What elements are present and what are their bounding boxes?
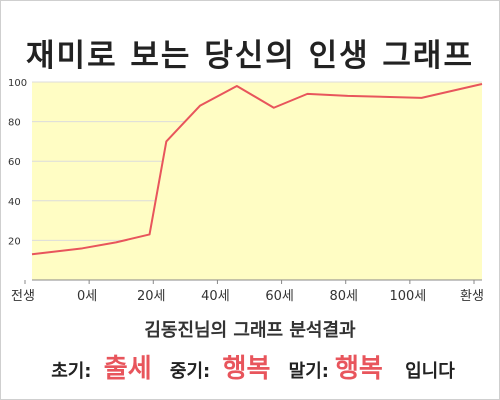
y-tick-label: 100 <box>8 78 27 89</box>
x-tick-label: 60세 <box>265 289 294 304</box>
result-summary: 초기: 출세 중기: 행복 말기: 행복 입니다 <box>0 348 500 385</box>
life-area-fill <box>32 83 482 280</box>
chart-subtitle: 김동진님의 그래프 분석결과 <box>144 320 356 341</box>
early-value: 출세 <box>103 354 152 384</box>
y-tick-label: 80 <box>8 118 21 129</box>
chart-title: 재미로 보는 당신의 인생 그래프 <box>26 38 474 74</box>
life-graph-chart: 20 40 60 80 100 전생 0세 20세 40세 60세 80세 100세 환생 <box>8 78 484 304</box>
life-line-series <box>31 83 483 256</box>
y-tick-label: 60 <box>8 157 21 168</box>
y-axis-ticks: 20 40 60 80 100 <box>8 78 27 247</box>
x-tick-label: 0세 <box>77 289 97 304</box>
y-tick-label: 20 <box>8 236 21 247</box>
x-tick-label: 100세 <box>389 289 426 304</box>
late-label: 말기: <box>288 361 329 382</box>
mid-value: 행복 <box>222 354 271 384</box>
x-tick-label: 전생 <box>11 289 35 304</box>
x-tick-label: 40세 <box>201 289 230 304</box>
x-tick-label: 환생 <box>460 289 484 304</box>
mid-label: 중기: <box>169 361 211 382</box>
x-tick-label: 80세 <box>329 289 358 304</box>
early-label: 초기: <box>51 361 92 382</box>
late-value: 행복 <box>334 354 383 384</box>
ending-text: 입니다 <box>405 361 455 382</box>
y-tick-label: 40 <box>8 197 21 208</box>
x-axis-ticks: 전생 0세 20세 40세 60세 80세 100세 환생 <box>11 280 484 304</box>
x-tick-label: 20세 <box>137 289 166 304</box>
